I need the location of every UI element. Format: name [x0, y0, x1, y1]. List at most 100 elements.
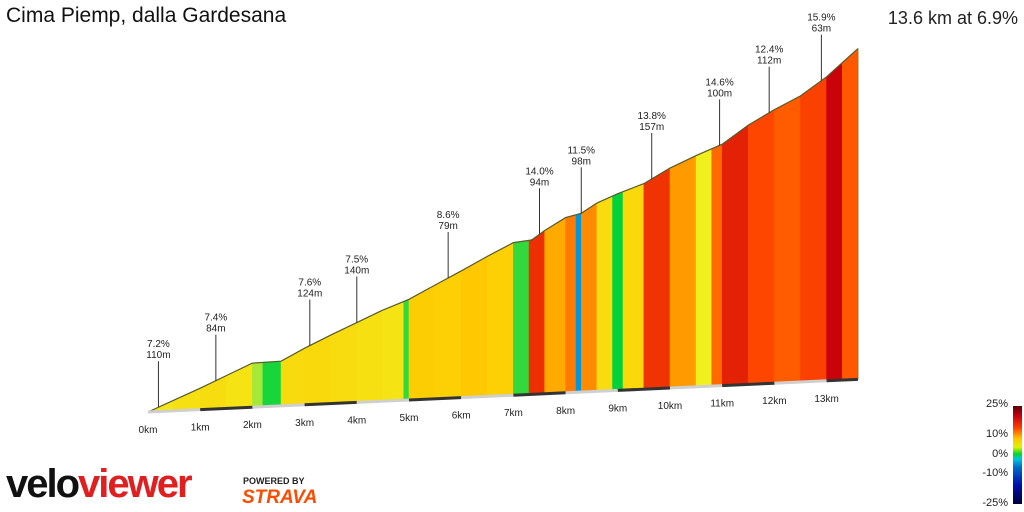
grade-segment [382, 300, 405, 402]
x-tick-label: 10km [658, 401, 682, 412]
annotation-length: 112m [757, 56, 781, 67]
grade-color-legend [1013, 406, 1022, 504]
km-band [304, 400, 357, 407]
annotation-length: 79m [438, 221, 457, 232]
grade-segment [612, 191, 624, 391]
x-tick-label: 0km [139, 425, 158, 436]
grade-segment [486, 242, 514, 397]
annotation-grade: 7.6% [298, 278, 321, 289]
logo-viewer: viewer [78, 462, 193, 506]
grade-segment [711, 143, 723, 387]
x-tick-label: 12km [762, 396, 786, 407]
grade-segment [622, 183, 645, 391]
grade-segment [460, 255, 488, 398]
annotation-length: 100m [707, 88, 732, 99]
annotation-length: 140m [344, 266, 369, 277]
annotation-length: 84m [206, 324, 225, 335]
veloviewer-logo[interactable]: veloviewer [6, 462, 193, 506]
gradient-annotation: 7.4%84m [204, 313, 227, 381]
annotation-length: 98m [572, 156, 591, 167]
x-tick-label: 13km [814, 394, 838, 405]
grade-segment [669, 155, 697, 389]
grade-segment [596, 195, 613, 392]
grade-segments [147, 47, 859, 413]
annotation-length: 94m [530, 177, 549, 188]
km-band [722, 381, 775, 388]
km-band [826, 377, 858, 383]
distance-axis: 0km 1km 2km 3km 4km 5km 6km 7km 8km 9km 10km 11km 12… [139, 377, 858, 436]
km-band [147, 408, 201, 414]
km-band [461, 393, 514, 400]
grade-segment [330, 322, 358, 404]
km-band [200, 405, 253, 412]
gradient-annotation: 7.5%140m [344, 255, 369, 323]
annotation-grade: 7.2% [147, 339, 170, 350]
x-tick-label: 2km [243, 420, 262, 431]
annotation-grade: 14.6% [705, 77, 733, 88]
km-band [617, 386, 671, 392]
grade-segment [800, 76, 827, 383]
grade-segment [643, 167, 671, 390]
grade-segment [695, 148, 713, 388]
annotation-length: 110m [146, 350, 170, 361]
grade-segment [408, 284, 436, 401]
km-band [356, 398, 410, 404]
annotation-grade: 14.0% [525, 166, 553, 177]
logo-velo: velo [6, 462, 80, 506]
grade-segment [513, 240, 530, 396]
gradient-annotation: 14.6%100m [705, 77, 734, 146]
km-band [669, 384, 723, 390]
profile-top-line [147, 48, 859, 413]
gradient-annotations: 7.2%110m 7.4%84m 7.6%124m 7.5%140m 8.6%79m 14… [146, 13, 836, 408]
grade-segment [356, 309, 384, 403]
x-tick-label: 7km [504, 408, 523, 419]
annotation-grade: 11.5% [567, 145, 595, 156]
legend-label-low: -10% [982, 467, 1008, 479]
annotation-grade: 12.4% [755, 45, 783, 56]
powered-by-label: POWERED BY [243, 476, 305, 486]
x-tick-label: 3km [295, 418, 314, 429]
km-band [565, 388, 618, 395]
grade-segment [434, 270, 462, 400]
x-tick-label: 6km [452, 411, 471, 422]
strava-logo[interactable]: STRAVA [242, 487, 318, 508]
gradient-annotation: 15.9%63m [807, 13, 836, 81]
climb-summary: 13.6 km at 6.9% [887, 8, 1018, 28]
annotation-length: 63m [812, 24, 831, 35]
x-tick-label: 1km [191, 423, 210, 434]
legend-label-high: 10% [985, 428, 1008, 440]
km-band [252, 403, 305, 409]
grade-segment [747, 109, 775, 385]
annotation-grade: 15.9% [807, 13, 835, 24]
x-tick-label: 9km [608, 403, 627, 414]
grade-segment [280, 347, 305, 407]
climb-title: Cima Piemp, dalla Gardesana [6, 4, 287, 27]
grade-segment [199, 375, 227, 410]
annotation-grade: 7.4% [204, 313, 227, 324]
x-tick-label: 5km [400, 413, 419, 424]
grade-segment [173, 387, 201, 412]
x-tick-label: 4km [347, 415, 366, 426]
x-tick-label: 8km [556, 406, 575, 417]
gradient-annotation: 7.6%124m [297, 278, 322, 346]
gradient-annotation: 7.2%110m [146, 339, 171, 408]
legend-label-zero: 0% [992, 448, 1008, 460]
gradient-annotation: 11.5%98m [567, 145, 595, 214]
annotation-length: 124m [297, 289, 322, 300]
km-band [513, 391, 566, 397]
annotation-length: 157m [639, 122, 664, 133]
x-tick-label: 11km [710, 399, 734, 410]
grade-segment [575, 212, 582, 393]
annotation-grade: 13.8% [638, 111, 666, 122]
profile-outline [147, 48, 859, 413]
legend-label-min: -25% [982, 497, 1008, 509]
legend-label-max: 25% [985, 398, 1008, 410]
grade-segment [580, 202, 598, 393]
grade-segment [262, 360, 282, 408]
annotation-grade: 7.5% [345, 255, 368, 266]
grade-segment [403, 298, 410, 401]
grade-segment [774, 95, 801, 384]
grade-segment [544, 217, 566, 395]
km-band [774, 379, 827, 385]
grade-segment [252, 362, 264, 408]
